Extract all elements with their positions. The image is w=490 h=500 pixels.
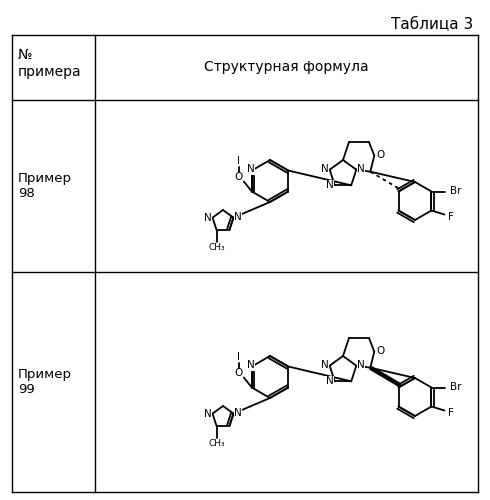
Text: Пример
99: Пример 99 (18, 368, 72, 396)
Text: N: N (357, 360, 365, 370)
Text: Пример
98: Пример 98 (18, 172, 72, 200)
Text: N: N (321, 360, 329, 370)
Text: O: O (235, 172, 243, 182)
Text: N: N (234, 212, 242, 222)
Text: №
примера: № примера (18, 48, 82, 78)
Text: F: F (448, 408, 454, 418)
Text: N: N (321, 164, 329, 173)
Text: l: l (237, 352, 240, 362)
Text: N: N (326, 180, 334, 190)
Text: N: N (204, 408, 212, 418)
Text: Таблица 3: Таблица 3 (391, 17, 473, 32)
Text: N: N (357, 164, 365, 173)
Text: Br: Br (450, 382, 462, 392)
Text: CH₃: CH₃ (208, 440, 225, 448)
Text: N: N (326, 376, 334, 386)
Text: O: O (376, 150, 385, 160)
Text: O: O (376, 346, 385, 356)
Text: F: F (448, 212, 454, 222)
Text: l: l (237, 156, 240, 166)
Text: Структурная формула: Структурная формула (204, 60, 369, 74)
Text: CH₃: CH₃ (208, 244, 225, 252)
Text: Br: Br (450, 186, 462, 196)
Text: N: N (247, 360, 255, 370)
Text: N: N (247, 164, 255, 174)
Text: N: N (234, 408, 242, 418)
Text: O: O (235, 368, 243, 378)
Text: N: N (204, 212, 212, 222)
